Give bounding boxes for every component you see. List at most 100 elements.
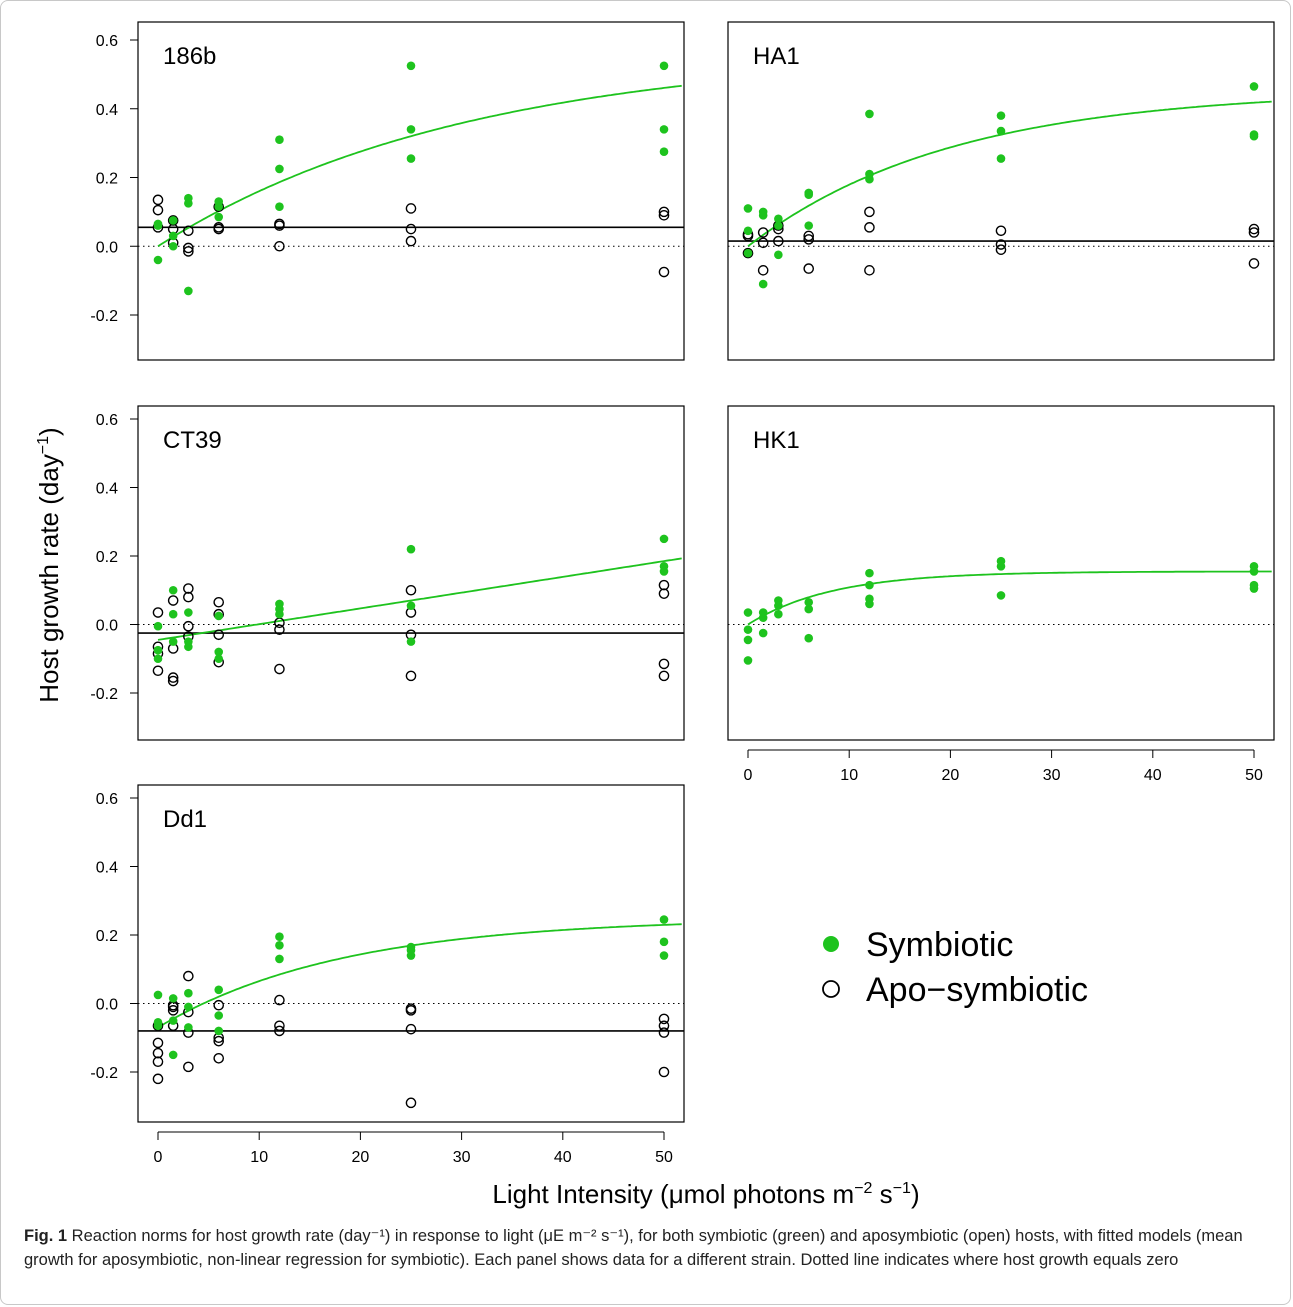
panel-ct39: CT39 -0.2 0.0 0.2 0.4 0.6 [90, 405, 685, 741]
legend-symbiotic-label: Symbiotic [866, 926, 1013, 964]
apo-point [658, 206, 670, 218]
symbiotic-fit-curve [747, 570, 1272, 626]
y-tick-label: 0.2 [96, 171, 118, 188]
apo-point [183, 620, 194, 632]
y-tick-label: 0.4 [96, 481, 118, 498]
apo-point [274, 220, 285, 231]
apo-point [658, 266, 670, 278]
symbiotic-fit-curve [157, 923, 682, 1029]
apo-point [995, 225, 1007, 237]
symbiotic-point [168, 1050, 178, 1060]
symbiotic-point [743, 248, 753, 258]
panel-title: HK1 [753, 427, 800, 454]
apo-point [803, 263, 815, 274]
symbiotic-point [406, 61, 416, 71]
symbiotic-point [214, 647, 224, 657]
y-tick-label: 0.4 [96, 102, 118, 119]
x-tick-label: 10 [250, 1149, 268, 1166]
panel-title: Dd1 [163, 806, 207, 833]
symbiotic-point [184, 198, 193, 208]
legend-apo-marker [822, 980, 840, 998]
x-axis-title-a: Light Intensity (μmol photons m [492, 1179, 854, 1209]
symbiotic-point [275, 202, 284, 212]
symbiotic-point [214, 212, 224, 222]
symbiotic-point [758, 628, 768, 638]
apo-point [658, 588, 670, 599]
apo-point [658, 210, 670, 221]
symbiotic-point [996, 591, 1006, 600]
apo-point [152, 204, 164, 216]
apo-point [658, 1027, 670, 1038]
symbiotic-point [406, 951, 416, 960]
apo-point [183, 1061, 194, 1073]
symbiotic-point [804, 604, 814, 614]
apo-point [213, 1035, 225, 1047]
symbiotic-point [275, 932, 284, 942]
apo-point [658, 1013, 670, 1025]
x-tick-label: 40 [554, 1149, 572, 1166]
symbiotic-point [865, 599, 874, 609]
y-tick-label: 0.0 [96, 997, 118, 1014]
apo-point [405, 235, 417, 247]
y-tick-label: 0.2 [96, 549, 118, 566]
caption-text: Reaction norms for host growth rate (day… [24, 1227, 1243, 1269]
apo-point [757, 265, 769, 276]
symbiotic-point [275, 940, 284, 950]
apo-point [152, 665, 164, 677]
symbiotic-point [214, 202, 224, 212]
symbiotic-point [168, 637, 178, 646]
y-axis-title-close: ) [34, 427, 64, 436]
symbiotic-point [659, 125, 669, 134]
symbiotic-point [184, 608, 193, 617]
symbiotic-point [1249, 584, 1259, 593]
symbiotic-point [659, 915, 669, 924]
symbiotic-point [168, 994, 178, 1003]
symbiotic-point [659, 534, 669, 544]
apo-point [152, 1037, 164, 1049]
symbiotic-point [406, 601, 416, 610]
apo-point [405, 670, 417, 682]
symbiotic-point [184, 286, 193, 296]
x-tick-label: 0 [744, 767, 753, 784]
symbiotic-point [743, 204, 753, 213]
symbiotic-point [804, 221, 814, 230]
x-tick-label: 50 [1245, 767, 1263, 784]
symbiotic-point [743, 656, 753, 665]
symbiotic-fit-curve [157, 84, 682, 247]
symbiotic-point [774, 601, 783, 610]
apo-point [1248, 223, 1260, 235]
apo-point [742, 247, 754, 259]
apo-point [995, 244, 1007, 255]
symbiotic-point [153, 645, 163, 655]
symbiotic-point [406, 544, 416, 554]
apo-point [167, 672, 179, 683]
symbiotic-point [214, 985, 224, 995]
apo-point [803, 234, 815, 245]
apo-point [864, 265, 875, 276]
symbiotic-point [758, 613, 768, 622]
symbiotic-point [758, 211, 768, 220]
apo-point [183, 242, 194, 254]
apo-point [405, 1005, 417, 1016]
y-tick-label: 0.6 [96, 791, 118, 808]
symbiotic-point [804, 190, 814, 199]
symbiotic-point [168, 216, 178, 225]
panel-title: HA1 [753, 43, 800, 70]
apo-point [658, 1020, 670, 1032]
apo-point [658, 670, 670, 682]
x-tick-label: 10 [840, 767, 858, 784]
plot-box [727, 405, 1275, 741]
apo-point [773, 235, 784, 247]
apo-point [274, 1025, 285, 1037]
symbiotic-point [996, 561, 1006, 571]
apo-point [274, 624, 285, 635]
x-tick-label: 40 [1144, 767, 1162, 784]
apo-point [658, 1066, 670, 1078]
symbiotic-point [168, 241, 178, 251]
apo-point [213, 596, 225, 608]
legend: Symbiotic Apo−symbiotic [822, 926, 1088, 1009]
symbiotic-fit-curve [747, 100, 1272, 247]
plot-box [137, 21, 685, 361]
symbiotic-point [153, 255, 163, 265]
